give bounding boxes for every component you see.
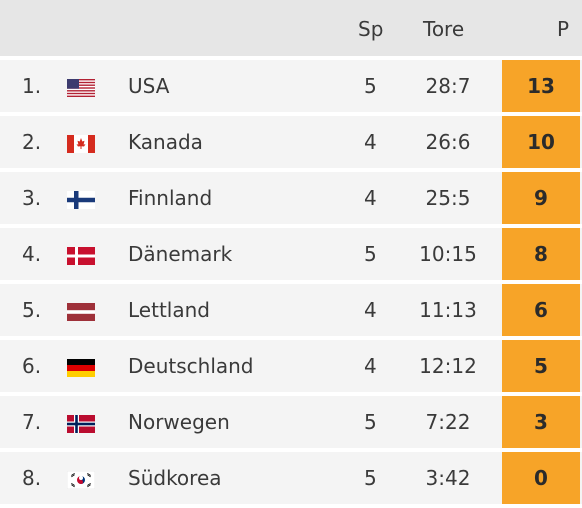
points-badge: 9	[502, 172, 580, 224]
team-name: Deutschland	[128, 354, 254, 378]
team-name: Norwegen	[128, 410, 230, 434]
goals: 12:12	[419, 354, 477, 378]
goals: 25:5	[425, 186, 471, 210]
table-row[interactable]: 8.	[0, 452, 582, 504]
points-badge: 0	[502, 452, 580, 504]
rank: 2.	[22, 130, 42, 154]
header-points: P	[557, 17, 570, 41]
canada-flag-icon	[67, 135, 95, 153]
goals: 28:7	[425, 74, 471, 98]
header-sp: Sp	[358, 17, 384, 41]
team-name: USA	[128, 74, 170, 98]
points-badge: 13	[502, 60, 580, 112]
team-name: Südkorea	[128, 466, 222, 490]
goals: 11:13	[419, 298, 477, 322]
goals: 7:22	[425, 410, 471, 434]
table-row[interactable]: 5. Lettland 4 11:13 6	[0, 284, 582, 336]
rank: 3.	[22, 186, 42, 210]
team-name: Dänemark	[128, 242, 233, 266]
games-played: 4	[364, 354, 377, 378]
points-badge: 3	[502, 396, 580, 448]
points-badge: 8	[502, 228, 580, 280]
games-played: 4	[364, 298, 377, 322]
team-name: Lettland	[128, 298, 210, 322]
table-row[interactable]: 6. Deutschland 4 12:12 5	[0, 340, 582, 392]
rank: 8.	[22, 466, 42, 490]
table-rows: 1. USA 5 28:7 13 2.	[0, 60, 582, 504]
table-row[interactable]: 7. Norwegen 5 7:22 3	[0, 396, 582, 448]
goals: 3:42	[425, 466, 471, 490]
games-played: 5	[364, 74, 377, 98]
team-name: Finnland	[128, 186, 213, 210]
latvia-flag-icon	[67, 303, 95, 321]
games-played: 5	[364, 242, 377, 266]
table-header: Sp Tore P	[0, 0, 582, 56]
points-badge: 10	[502, 116, 580, 168]
games-played: 4	[364, 186, 377, 210]
points-badge: 6	[502, 284, 580, 336]
table-row[interactable]: 2. Kanada 4 26:6 10	[0, 116, 582, 168]
points-badge: 5	[502, 340, 580, 392]
team-name: Kanada	[128, 130, 203, 154]
germany-flag-icon	[67, 359, 95, 377]
denmark-flag-icon	[67, 247, 95, 265]
table-row[interactable]: 3. Finnland 4 25:5 9	[0, 172, 582, 224]
rank: 4.	[22, 242, 42, 266]
norway-flag-icon	[67, 415, 95, 433]
rank: 6.	[22, 354, 42, 378]
games-played: 5	[364, 466, 377, 490]
header-tore: Tore	[423, 17, 465, 41]
finland-flag-icon	[67, 191, 95, 209]
games-played: 5	[364, 410, 377, 434]
rank: 7.	[22, 410, 42, 434]
table-row[interactable]: 4. Dänemark 5 10:15 8	[0, 228, 582, 280]
rank: 1.	[22, 74, 42, 98]
goals: 10:15	[419, 242, 477, 266]
rank: 5.	[22, 298, 42, 322]
south-korea-flag-icon	[67, 471, 95, 489]
games-played: 4	[364, 130, 377, 154]
table-row[interactable]: 1. USA 5 28:7 13	[0, 60, 582, 112]
usa-flag-icon	[67, 79, 95, 97]
goals: 26:6	[425, 130, 471, 154]
